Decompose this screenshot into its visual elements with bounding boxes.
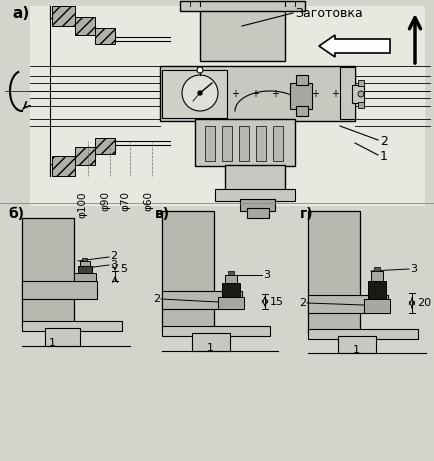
Bar <box>78 266 92 273</box>
Bar <box>358 80 364 86</box>
Bar <box>22 281 97 299</box>
Bar <box>45 328 80 346</box>
Text: 2: 2 <box>380 135 388 148</box>
Bar <box>22 321 122 331</box>
Text: +: + <box>251 89 259 99</box>
Bar <box>222 283 240 297</box>
Bar <box>52 156 75 176</box>
Bar <box>338 336 376 353</box>
Bar <box>74 273 96 281</box>
Bar <box>358 102 364 108</box>
Bar <box>160 66 355 121</box>
Bar <box>222 126 232 161</box>
Bar <box>218 297 244 309</box>
Bar <box>162 70 227 118</box>
Text: +: + <box>211 89 219 99</box>
Bar <box>195 119 295 166</box>
Text: г): г) <box>300 207 314 221</box>
Text: 1: 1 <box>207 343 214 353</box>
Bar <box>296 106 308 116</box>
Circle shape <box>358 91 364 97</box>
Text: +: + <box>331 89 339 99</box>
Bar <box>308 211 360 333</box>
Bar <box>340 67 355 119</box>
Bar <box>308 329 418 339</box>
Bar <box>225 275 237 283</box>
Text: 3: 3 <box>110 260 117 270</box>
Bar <box>290 83 312 109</box>
Text: 3: 3 <box>263 270 270 280</box>
Bar <box>371 271 383 281</box>
Text: φ100: φ100 <box>77 191 87 218</box>
Bar <box>52 6 75 26</box>
Text: φ70: φ70 <box>120 191 130 211</box>
Text: Заготовка: Заготовка <box>295 6 363 19</box>
Bar <box>192 333 230 351</box>
Bar <box>205 126 215 161</box>
Bar <box>256 126 266 161</box>
Bar <box>308 295 388 313</box>
Bar <box>30 6 425 206</box>
Text: 2: 2 <box>299 298 306 308</box>
Bar <box>162 211 214 331</box>
Text: +: + <box>171 89 179 99</box>
Text: 1: 1 <box>380 149 388 162</box>
Bar <box>247 208 269 218</box>
Text: 15: 15 <box>270 297 284 307</box>
Text: +: + <box>231 89 239 99</box>
Text: φ60: φ60 <box>143 191 153 211</box>
Bar <box>228 271 234 275</box>
Text: 3: 3 <box>410 264 417 274</box>
Text: 2: 2 <box>110 251 117 261</box>
Bar <box>225 165 285 193</box>
Bar <box>95 28 115 44</box>
Bar <box>75 147 95 165</box>
Text: 5: 5 <box>120 264 127 274</box>
Bar <box>162 291 242 309</box>
Bar <box>82 258 87 261</box>
Text: φ90: φ90 <box>100 191 110 211</box>
FancyArrow shape <box>319 35 390 57</box>
Bar <box>75 17 95 35</box>
Circle shape <box>182 75 218 111</box>
Bar <box>239 126 249 161</box>
Circle shape <box>198 91 202 95</box>
Bar <box>273 126 283 161</box>
Bar <box>22 218 74 326</box>
Text: +: + <box>291 89 299 99</box>
Text: +: + <box>191 89 199 99</box>
Bar <box>215 189 295 201</box>
Bar <box>80 261 90 266</box>
Text: 1: 1 <box>49 338 56 348</box>
Bar <box>364 299 390 313</box>
Text: +: + <box>271 89 279 99</box>
Bar <box>180 1 305 11</box>
Text: 1: 1 <box>352 345 359 355</box>
Text: б): б) <box>8 207 24 221</box>
Bar <box>374 267 380 271</box>
Text: a): a) <box>12 6 29 21</box>
Text: в): в) <box>155 207 170 221</box>
Bar <box>352 85 364 103</box>
Bar <box>200 6 285 61</box>
Bar <box>162 326 270 336</box>
Bar <box>95 138 115 154</box>
Text: +: + <box>311 89 319 99</box>
Bar <box>368 281 386 299</box>
Text: 20: 20 <box>417 298 431 308</box>
Bar <box>240 199 275 211</box>
Text: 2: 2 <box>153 294 160 304</box>
Bar <box>296 75 308 85</box>
Circle shape <box>197 67 203 73</box>
